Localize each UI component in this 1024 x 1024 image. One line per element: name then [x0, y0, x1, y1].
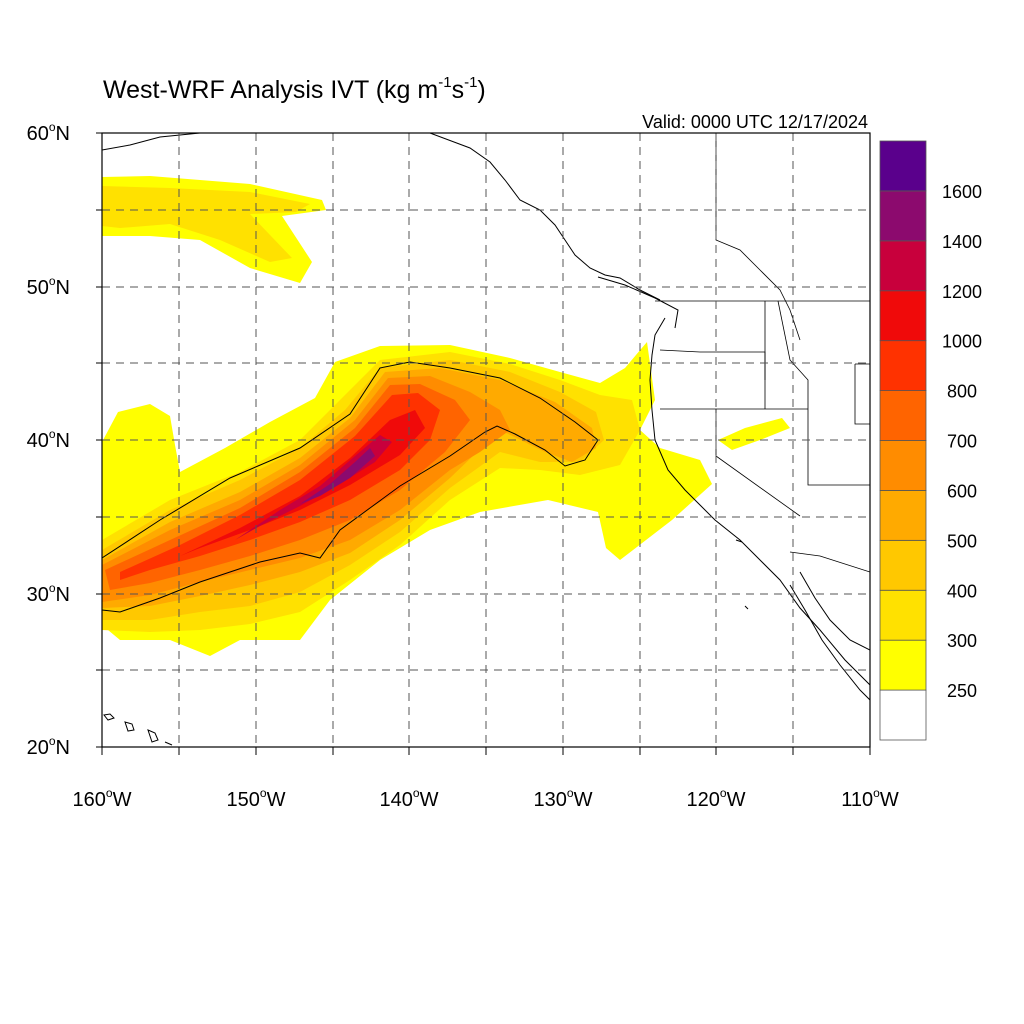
- colorbar-swatch: [879, 140, 927, 192]
- colorbar-label: 800: [947, 382, 977, 402]
- colorbar-label: 1600: [942, 182, 982, 202]
- colorbar: 250 300 400 500 600 700 800 1000 1200 1400 1600: [879, 140, 982, 741]
- wyoming-boundary: [854, 363, 870, 425]
- colorbar-label: 1200: [942, 282, 982, 302]
- colorbar-label: 600: [947, 481, 977, 501]
- colorbar-swatch: [879, 290, 927, 342]
- ivt-band-250-coast: [718, 418, 790, 450]
- colorbar-label: 1000: [942, 332, 982, 352]
- mexico-mainland-coast: [799, 571, 870, 651]
- colorbar-swatch: [879, 490, 927, 541]
- colorbar-swatch: [879, 390, 927, 441]
- colorbar-swatch: [879, 190, 927, 242]
- colorbar-label: 400: [947, 581, 977, 601]
- lat-label-40: 40oN: [27, 427, 70, 452]
- colorbar-swatch: [879, 340, 927, 391]
- us-west-coastline: [649, 317, 870, 686]
- hawaii-islands: [103, 713, 173, 746]
- colorbar-swatch: [879, 539, 927, 591]
- lat-label-60: 60oN: [27, 120, 70, 145]
- lat-label-30: 30oN: [27, 581, 70, 606]
- lon-label-150: 150oW: [227, 786, 286, 811]
- ivt-contour-line: [102, 361, 599, 613]
- lat-label-50: 50oN: [27, 274, 70, 299]
- ivt-band-300-north-plume: [102, 186, 310, 262]
- colorbar-label: 1400: [942, 232, 982, 252]
- lon-label-120: 120oW: [687, 786, 746, 811]
- lat-label-20: 20oN: [27, 734, 70, 759]
- coastlines: [102, 133, 870, 746]
- colorbar-swatch: [879, 240, 927, 292]
- colorbar-label: 250: [947, 681, 977, 701]
- channel-islands: [735, 539, 749, 610]
- alaska-canada-border: [715, 133, 801, 341]
- lon-label-110: 110oW: [841, 786, 899, 811]
- colorbar-swatch: [879, 589, 927, 641]
- colorbar-swatch: [879, 440, 927, 491]
- lon-label-140: 140oW: [380, 786, 439, 811]
- longitude-labels: 160oW 150oW 140oW 130oW 120oW 110oW: [73, 786, 899, 811]
- colorbar-label: 700: [947, 432, 977, 452]
- alaska-coastline: [102, 133, 661, 301]
- ivt-band-1000: [180, 410, 425, 556]
- colorbar-label: 500: [947, 531, 977, 551]
- bc-coastline: [597, 276, 679, 329]
- colorbar-swatch: [879, 639, 927, 691]
- lon-label-160: 160oW: [73, 786, 132, 811]
- idaho-boundary: [764, 300, 809, 409]
- colorbar-label: 300: [947, 631, 977, 651]
- map-panel: 60oN 50oN 40oN 30oN 20oN 160oW 150oW 140…: [27, 120, 899, 811]
- map-title: West-WRF Analysis IVT (kg m-1s-1): [103, 74, 486, 104]
- nevada-utah-border: [807, 409, 870, 486]
- ivt-band-1200: [235, 435, 392, 540]
- valid-time-label: Valid: 0000 UTC 12/17/2024: [642, 112, 868, 132]
- axis-ticks: [96, 132, 871, 755]
- colorbar-swatch: [879, 689, 927, 741]
- lon-label-130: 130oW: [534, 786, 593, 811]
- gridlines: [102, 133, 870, 747]
- latitude-labels: 60oN 50oN 40oN 30oN 20oN: [27, 120, 70, 759]
- ivt-band-1400: [300, 448, 375, 504]
- baja-california: [789, 584, 870, 701]
- us-mexico-border: [789, 551, 870, 573]
